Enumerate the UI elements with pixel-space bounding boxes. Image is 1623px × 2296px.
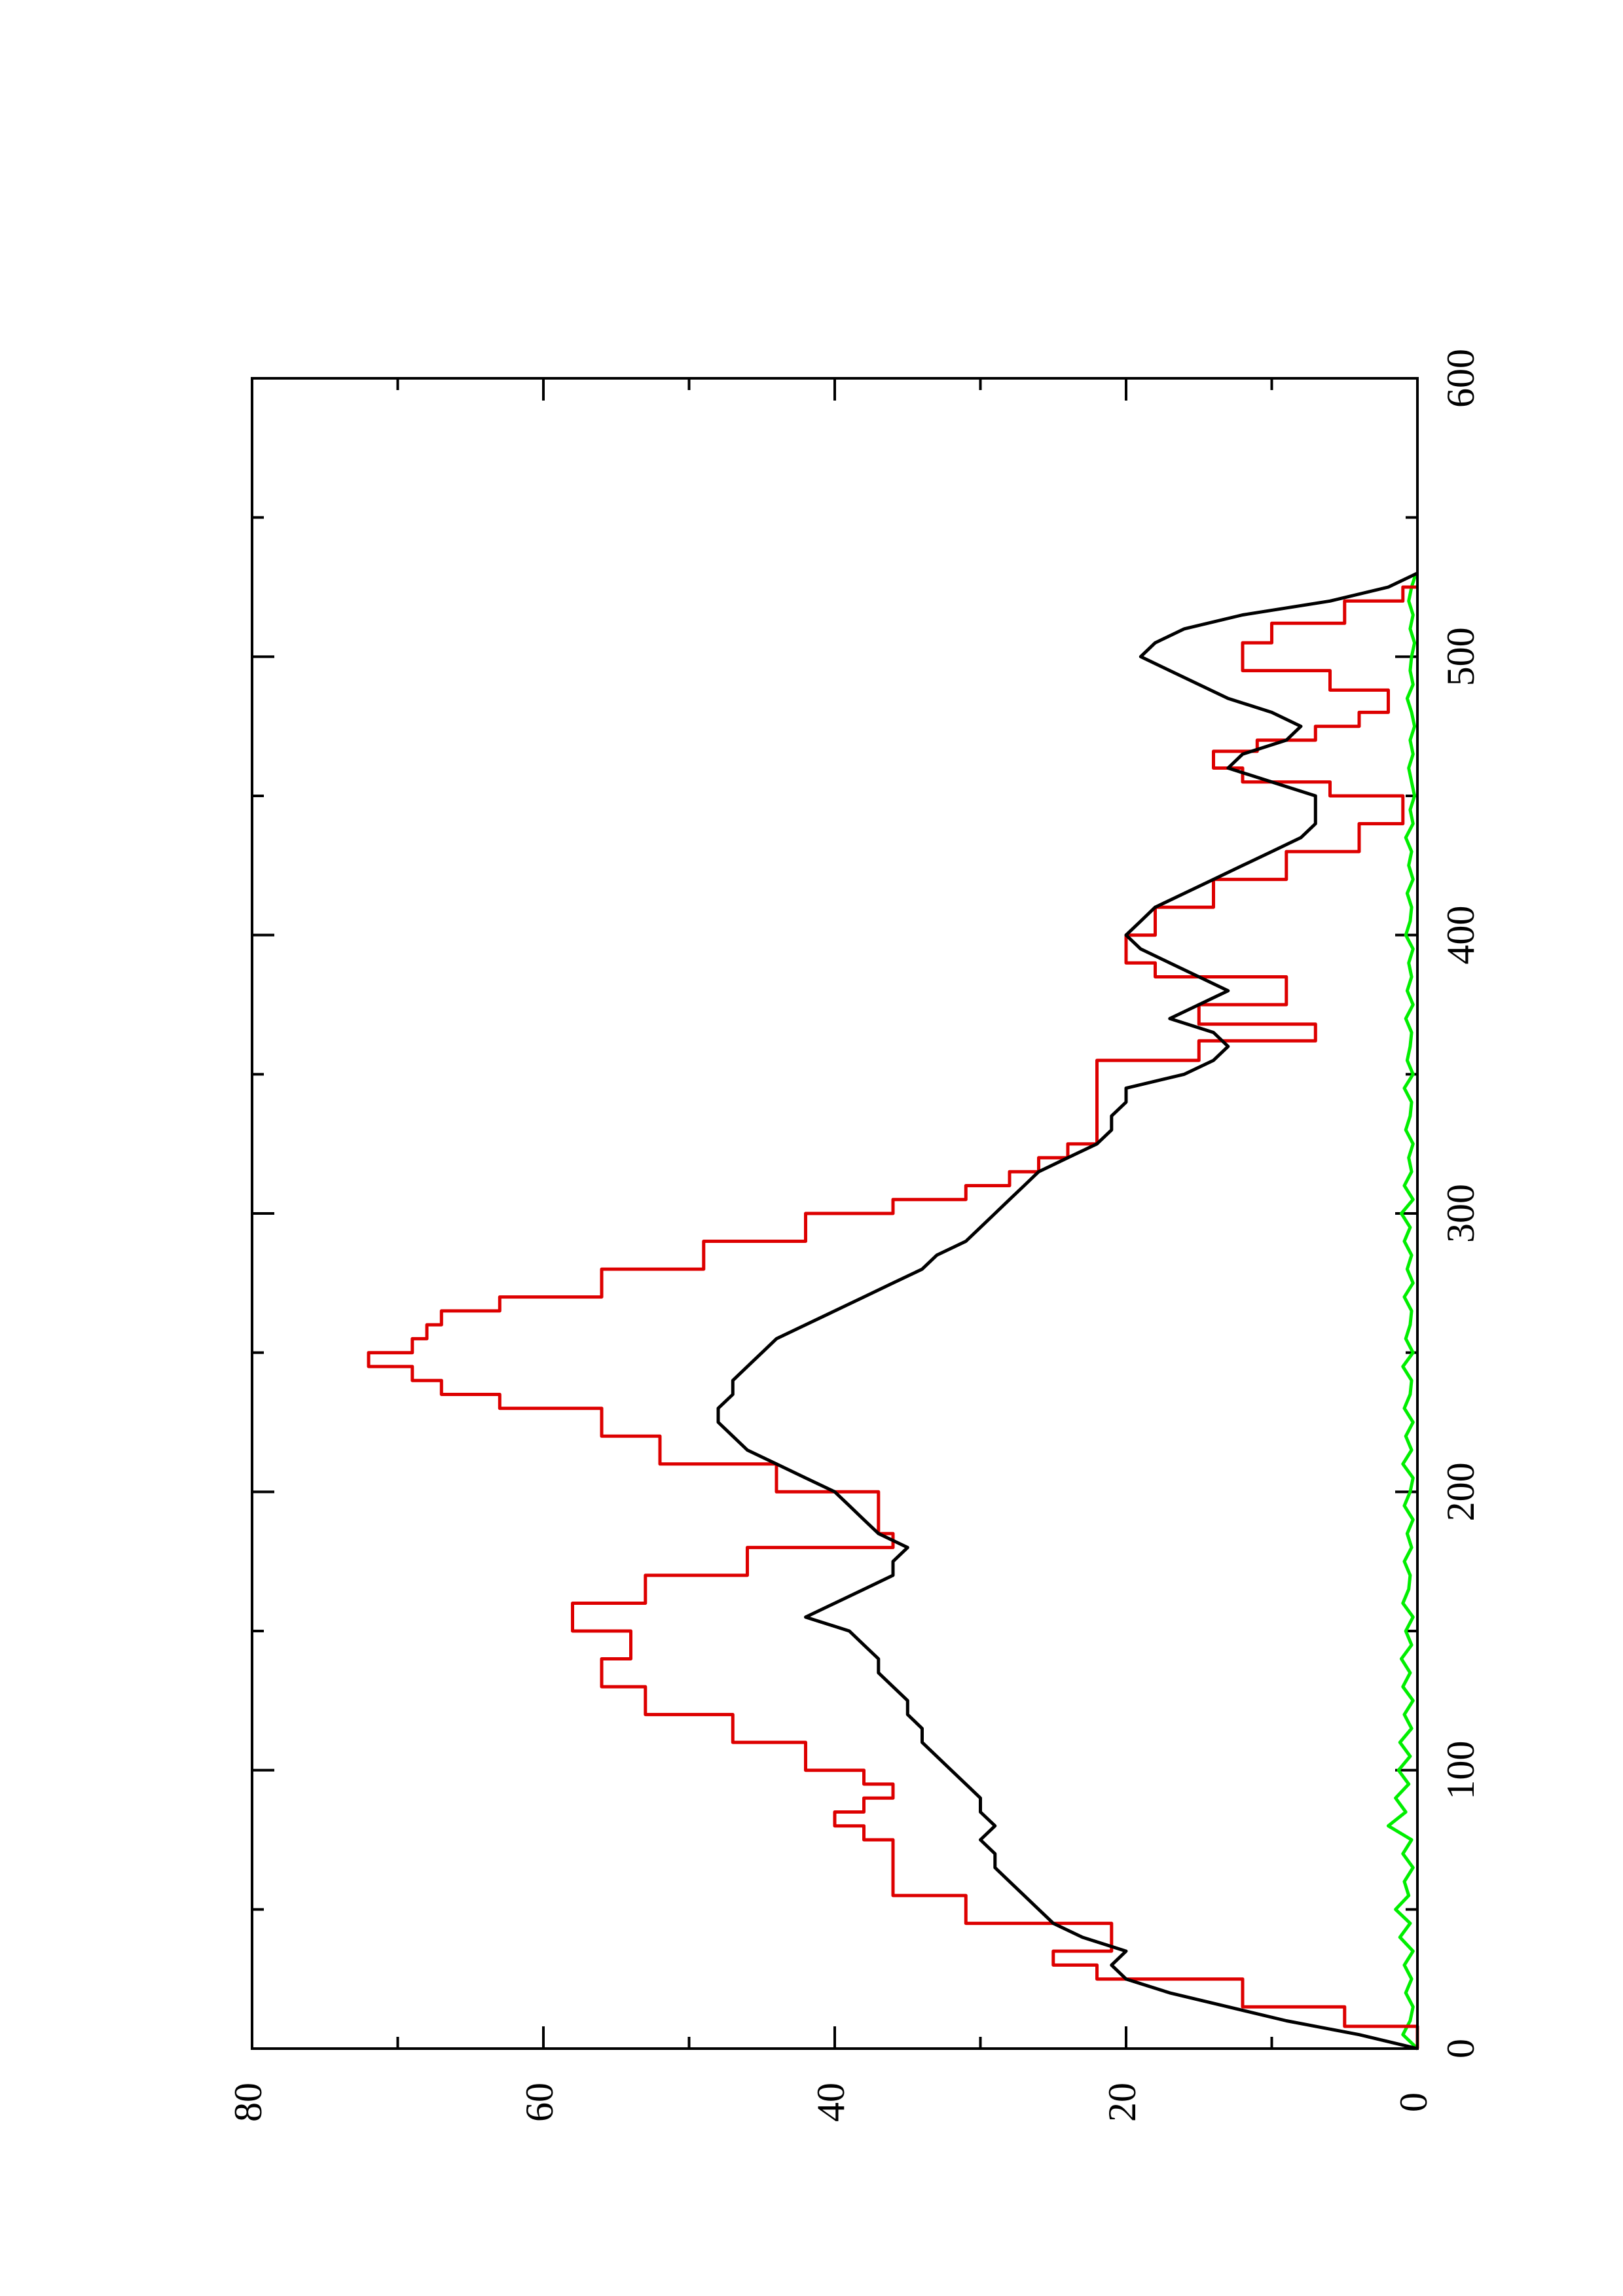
x-tick-label: 0	[1439, 2039, 1482, 2058]
y-tick-label: 0	[1392, 2092, 1435, 2112]
x-tick-label: 500	[1439, 627, 1482, 686]
x-tick-label: 200	[1439, 1462, 1482, 1521]
series-line-2	[1387, 572, 1419, 2050]
series-layer	[367, 571, 1419, 2051]
series-line-0	[716, 571, 1419, 2051]
x-tick-label: 600	[1439, 349, 1482, 408]
y-tick-label: 40	[809, 2083, 852, 2122]
x-tick-label: 100	[1439, 1741, 1482, 1800]
y-tick-label: 80	[227, 2083, 270, 2122]
x-tick-label: 400	[1439, 906, 1482, 965]
x-tick-label: 300	[1439, 1184, 1482, 1243]
y-tick-label: 60	[518, 2083, 561, 2122]
tick-labels: 0 100 200 300 400 500 600 0 20 40 60 80	[227, 349, 1482, 2122]
series-line-1	[367, 585, 1419, 2049]
y-tick-label: 20	[1101, 2083, 1144, 2122]
plot-frame	[251, 377, 1419, 2050]
